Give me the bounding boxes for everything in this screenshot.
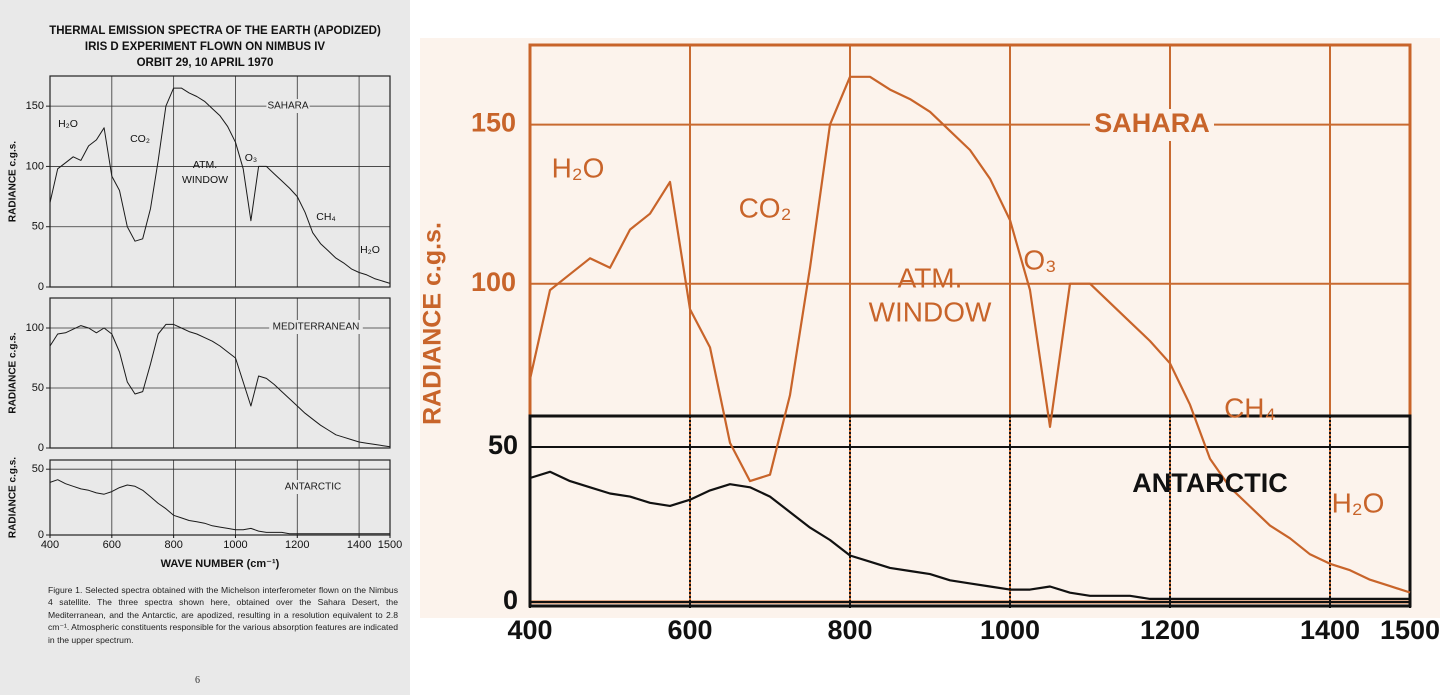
series-label: ANTARCTIC — [1132, 468, 1287, 498]
label-backdrop — [269, 320, 363, 334]
label-backdrop — [1090, 109, 1214, 141]
plot-frame — [49, 459, 391, 536]
y-tick-label: 100 — [471, 267, 516, 297]
y-tick-label: 0 — [38, 442, 44, 454]
annotation: ATM. — [898, 262, 963, 293]
x-tick-label: 400 — [41, 539, 59, 551]
spectrum-line — [528, 75, 1411, 594]
x-tick-label: 1400 — [1300, 615, 1360, 645]
y-tick-label: 100 — [26, 322, 44, 334]
x-tick-label: 1500 — [378, 539, 402, 551]
y-axis-label: RADIANCE c.g.s. — [8, 141, 19, 222]
y2-tick-label: 0 — [503, 585, 518, 615]
annotation: CH₄ — [1224, 392, 1276, 423]
x-tick-label: 600 — [667, 615, 712, 645]
x-tick-label: 1500 — [1380, 615, 1440, 645]
y-tick-label: 0 — [38, 529, 44, 541]
y-tick-label: 50 — [32, 382, 44, 394]
spectrum-line — [529, 470, 1410, 600]
annotation: O₃ — [245, 152, 257, 164]
title-line: ORBIT 29, 10 APRIL 1970 — [137, 57, 274, 69]
annotation: ATM. — [193, 159, 217, 171]
x-tick-label: 400 — [507, 615, 552, 645]
y-tick-label: 0 — [38, 281, 44, 293]
x-tick-label: 800 — [827, 615, 872, 645]
y-tick-label: 100 — [26, 160, 44, 172]
y-tick-label: 150 — [471, 108, 516, 138]
annotation: WINDOW — [182, 174, 228, 186]
series-label: SAHARA — [1094, 108, 1210, 138]
x-tick-label: 1000 — [223, 539, 247, 551]
plot-frame — [49, 75, 391, 288]
x-tick-label: 600 — [103, 539, 121, 551]
x-tick-label: 1400 — [347, 539, 371, 551]
page-number: 6 — [195, 675, 200, 686]
annotation: CH₄ — [316, 211, 335, 223]
annotation: H₂O — [58, 118, 78, 130]
annotation: H₂O — [552, 152, 605, 183]
series-label: ANTARCTIC — [285, 482, 341, 493]
y-tick-label: 150 — [26, 100, 44, 112]
y2-tick-label: 50 — [488, 430, 518, 460]
x-tick-label: 800 — [164, 539, 182, 551]
spectrum-line — [49, 87, 391, 284]
annotation: H₂O — [1332, 487, 1385, 518]
title-line: IRIS D EXPERIMENT FLOWN ON NIMBUS IV — [85, 41, 326, 53]
y-tick-label: 50 — [32, 463, 44, 475]
y-tick-label: 50 — [32, 221, 44, 233]
caption: Figure 1. Selected spectra obtained with… — [48, 585, 398, 645]
x-tick-label: 1200 — [1140, 615, 1200, 645]
x-axis-label: WAVE NUMBER (cm⁻¹) — [161, 558, 280, 570]
label-backdrop — [266, 99, 310, 113]
plot-frame — [49, 297, 391, 449]
y-axis-label: RADIANCE c.g.s. — [8, 457, 19, 538]
annotation: WINDOW — [869, 296, 992, 327]
label-backdrop — [280, 480, 346, 494]
annotation: H₂O — [360, 244, 380, 256]
spectrum-line — [49, 479, 390, 535]
title-line: THERMAL EMISSION SPECTRA OF THE EARTH (A… — [49, 25, 381, 37]
annotation: CO₂ — [739, 192, 792, 223]
annotation: O₃ — [1023, 244, 1056, 275]
series-label: MEDITERRANEAN — [273, 322, 360, 333]
x-tick-label: 1000 — [980, 615, 1040, 645]
annotation: CO₂ — [130, 133, 150, 145]
y-axis-label: RADIANCE c.g.s. — [419, 222, 447, 425]
y2-frame — [528, 414, 1412, 608]
x-tick-label: 1200 — [285, 539, 309, 551]
scan-background — [0, 0, 410, 695]
series-label: SAHARA — [267, 101, 308, 112]
overlay-background — [420, 38, 1440, 618]
y-axis-label: RADIANCE c.g.s. — [8, 332, 19, 413]
spectrum-line — [49, 323, 391, 448]
